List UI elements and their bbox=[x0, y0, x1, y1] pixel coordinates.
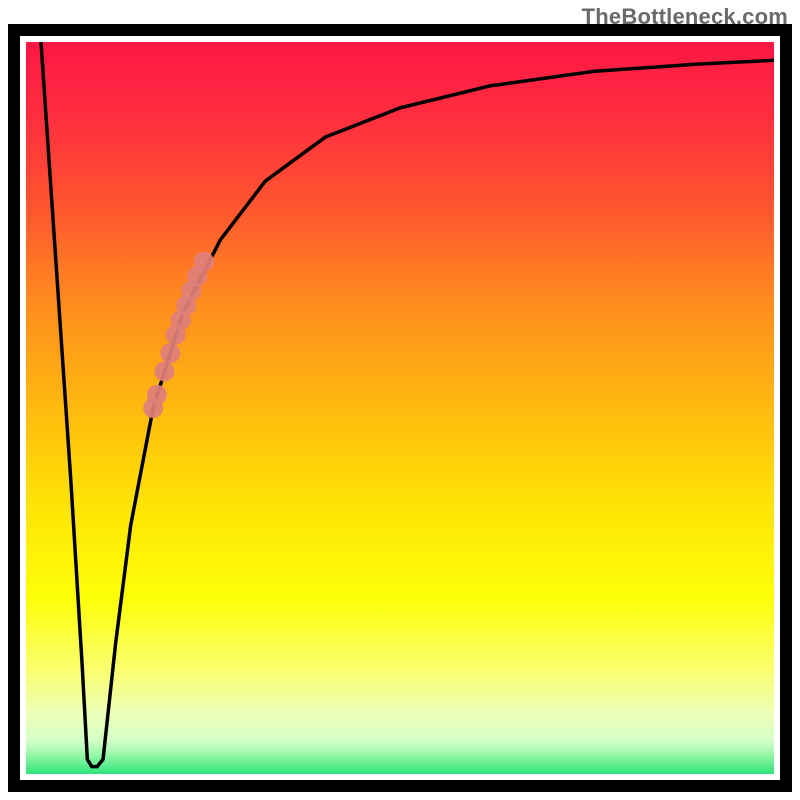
data-marker bbox=[160, 343, 180, 363]
plot-background bbox=[26, 42, 774, 774]
data-marker bbox=[147, 385, 167, 405]
chart-svg bbox=[0, 0, 800, 800]
data-marker bbox=[194, 252, 214, 272]
chart-root: TheBottleneck.com bbox=[0, 0, 800, 800]
data-marker bbox=[154, 361, 174, 381]
watermark-text: TheBottleneck.com bbox=[582, 4, 788, 30]
